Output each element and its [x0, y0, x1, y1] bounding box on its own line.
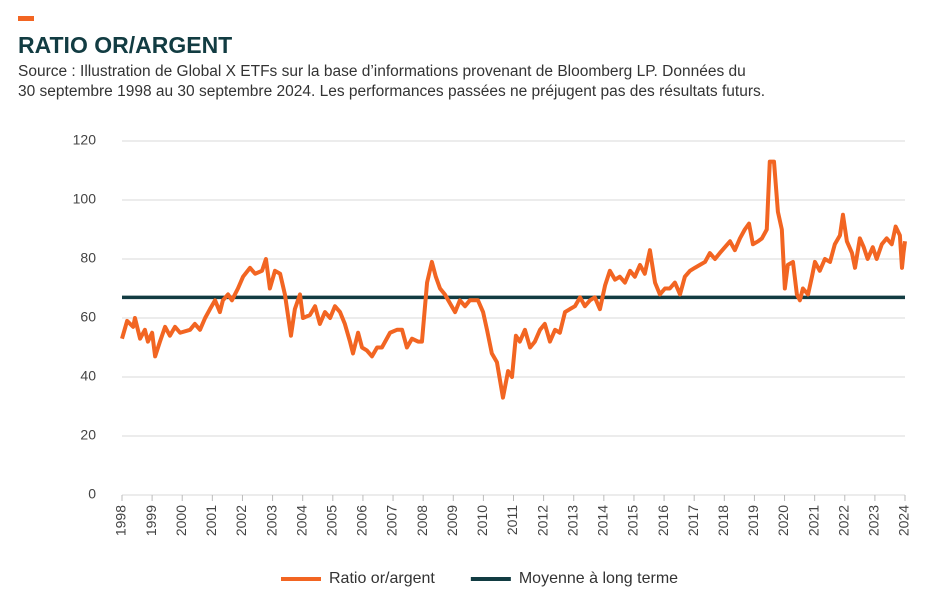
x-tick-label: 2017 — [685, 505, 701, 536]
legend-label: Moyenne à long terme — [519, 570, 678, 587]
x-tick-label: 2013 — [564, 505, 580, 536]
chart-subtitle: Source : Illustration de Global X ETFs s… — [18, 63, 746, 80]
x-tick-label: 2005 — [324, 505, 340, 536]
y-tick-label: 100 — [73, 191, 97, 207]
x-tick-label: 2021 — [805, 505, 821, 536]
x-tick-label: 1998 — [113, 505, 129, 536]
x-tick-label: 2018 — [715, 505, 731, 536]
y-tick-label: 0 — [88, 486, 96, 502]
y-tick-label: 20 — [80, 427, 96, 443]
accent-bar — [18, 16, 34, 21]
x-tick-label: 2002 — [233, 505, 249, 536]
x-tick-label: 2022 — [835, 505, 851, 536]
x-tick-label: 2020 — [775, 505, 791, 536]
x-tick-label: 1999 — [143, 505, 159, 536]
y-tick-label: 80 — [80, 250, 96, 266]
x-tick-label: 2015 — [625, 505, 641, 536]
chart-subtitle: 30 septembre 1998 au 30 septembre 2024. … — [18, 83, 765, 100]
y-tick-label: 40 — [80, 368, 96, 384]
y-tick-label: 120 — [73, 132, 97, 148]
x-tick-label: 2016 — [655, 505, 671, 536]
x-tick-label: 2000 — [173, 505, 189, 536]
x-tick-label: 2008 — [414, 505, 430, 536]
x-tick-label: 2009 — [444, 505, 460, 536]
x-tick-label: 2007 — [384, 505, 400, 536]
x-tick-label: 2012 — [534, 505, 550, 536]
x-tick-label: 2024 — [896, 505, 912, 536]
data-line — [120, 159, 907, 400]
chart-title: RATIO OR/ARGENT — [18, 32, 232, 58]
x-tick-label: 2010 — [474, 505, 490, 536]
x-tick-label: 2011 — [504, 505, 520, 535]
x-tick-label: 2004 — [293, 505, 309, 536]
x-tick-label: 2023 — [866, 505, 882, 536]
x-tick-label: 2006 — [354, 505, 370, 536]
x-tick-label: 2001 — [203, 505, 219, 536]
x-tick-label: 2003 — [263, 505, 279, 536]
y-tick-label: 60 — [80, 309, 96, 325]
legend-label: Ratio or/argent — [329, 570, 435, 587]
x-tick-label: 2019 — [745, 505, 761, 536]
x-tick-label: 2014 — [595, 505, 611, 536]
